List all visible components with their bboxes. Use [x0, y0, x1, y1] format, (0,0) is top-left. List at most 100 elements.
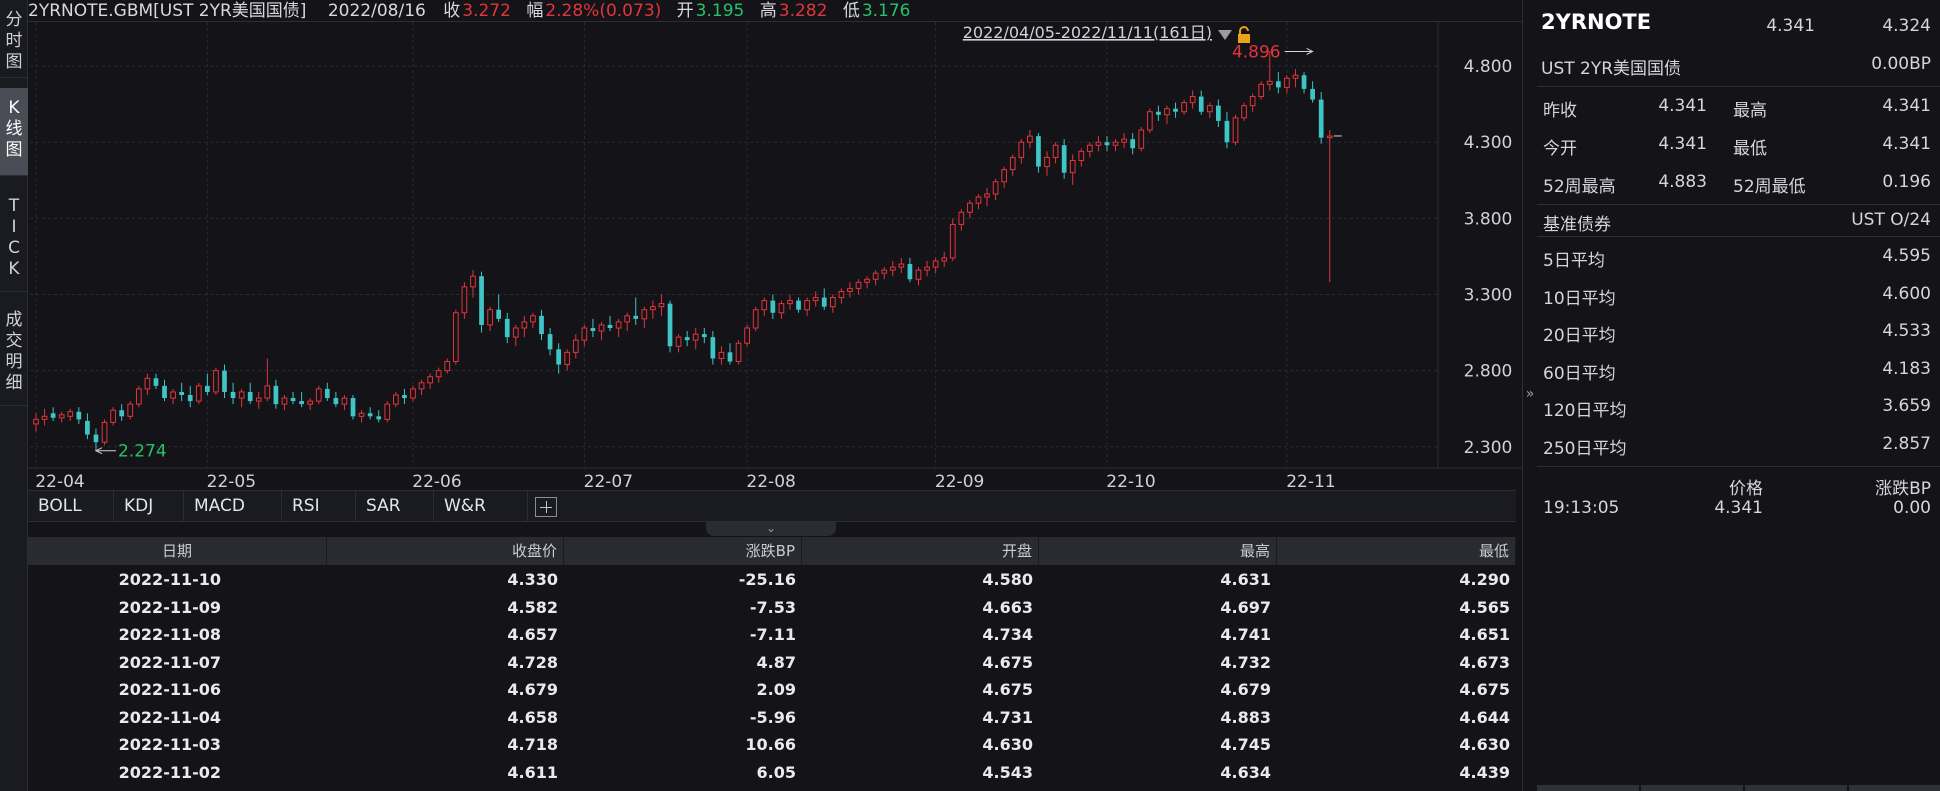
- candles: [33, 50, 1333, 452]
- candle-body: [1216, 105, 1221, 121]
- change-value: 2.28%(0.073): [545, 1, 662, 21]
- tab-trade-detail[interactable]: 成 交 明 细: [0, 306, 28, 406]
- candle-body: [144, 377, 151, 390]
- col-high[interactable]: 最高: [1039, 537, 1277, 565]
- candle-body: [1061, 145, 1067, 173]
- candle-body: [701, 334, 707, 338]
- panel-expand-icon[interactable]: »: [1525, 386, 1535, 402]
- tab-tick[interactable]: T I C K: [0, 192, 28, 292]
- candle-body: [247, 391, 253, 402]
- high-value: 3.282: [778, 1, 828, 21]
- candle-body: [153, 378, 159, 386]
- table-row[interactable]: 2022-11-06 4.679 2.09 4.675 4.679 4.675: [28, 676, 1516, 703]
- tab-macd[interactable]: MACD: [184, 491, 282, 522]
- candle-body: [907, 264, 913, 280]
- candle-body: [290, 398, 296, 402]
- candle-body: [692, 333, 699, 341]
- candle-body: [127, 403, 134, 417]
- col-close[interactable]: 收盘价: [327, 537, 564, 565]
- max-marker-arrow: [1306, 48, 1314, 55]
- table-row[interactable]: 2022-11-09 4.582 -7.53 4.663 4.697 4.565: [28, 594, 1516, 621]
- cell-high: 4.631: [1220, 570, 1271, 589]
- candle-body: [479, 276, 484, 325]
- panel-scroll-segment[interactable]: [1537, 785, 1639, 791]
- candle-body: [787, 300, 793, 305]
- table-row[interactable]: 2022-11-02 4.611 6.05 4.543 4.634 4.439: [28, 759, 1516, 786]
- quote-header: 2YRNOTE.GBM[UST 2YR美国国债] 2022/08/16 收 3.2…: [28, 0, 1522, 22]
- candle-body: [1224, 120, 1230, 143]
- history-table: 日期 收盘价 涨跌BP 开盘 最高 最低 2022-11-10 4.330 -25.…: [28, 537, 1516, 791]
- candle-body: [941, 257, 948, 262]
- add-indicator-icon[interactable]: [535, 497, 557, 517]
- candle-body: [975, 196, 982, 204]
- panel-bp: 0.00BP: [1871, 54, 1931, 74]
- candle-body: [761, 300, 768, 311]
- tab-kline[interactable]: K 线 图: [0, 88, 28, 176]
- candle-body: [572, 339, 579, 353]
- candle-body: [864, 278, 870, 283]
- panel-scroll-segment[interactable]: [1849, 785, 1940, 791]
- panel-scroll-segment[interactable]: [1745, 785, 1847, 791]
- collapse-chevron-icon[interactable]: ⌄: [706, 522, 836, 536]
- cell-low: 4.651: [1459, 625, 1510, 644]
- candle-body: [1173, 108, 1178, 112]
- tab-kdj[interactable]: KDJ: [114, 491, 184, 522]
- average-value: 4.595: [1882, 246, 1931, 266]
- cell-change-bp: -25.16: [738, 570, 796, 589]
- table-row[interactable]: 2022-11-03 4.718 10.66 4.630 4.745 4.630: [28, 731, 1516, 758]
- date-range-label[interactable]: 2022/04/05-2022/11/11(161日): [963, 23, 1212, 42]
- tab-rsi[interactable]: RSI: [282, 491, 356, 522]
- candle-body: [624, 315, 631, 323]
- candle-body: [1086, 144, 1093, 152]
- min-marker-label: 2.274: [118, 442, 167, 462]
- candle-body: [1044, 156, 1050, 168]
- candle-body: [915, 269, 922, 280]
- table-row[interactable]: 2022-11-08 4.657 -7.11 4.734 4.741 4.651: [28, 621, 1516, 648]
- candle-body: [418, 382, 425, 390]
- tab-sar[interactable]: SAR: [356, 491, 434, 522]
- panel-name: UST 2YR美国国债: [1541, 59, 1682, 79]
- candle-body: [718, 351, 725, 359]
- col-change-bp[interactable]: 涨跌BP: [564, 537, 802, 565]
- average-value: 4.183: [1882, 358, 1931, 379]
- tab-boll[interactable]: BOLL: [28, 491, 114, 522]
- panel-divider: [1537, 86, 1940, 87]
- table-row[interactable]: 2022-11-07 4.728 4.87 4.675 4.732 4.673: [28, 649, 1516, 676]
- cell-close: 4.582: [507, 597, 558, 617]
- price-axis-ticks: 4.800 4.300 3.800 3.300 2.800 2.300: [1464, 57, 1513, 458]
- candle-body: [1318, 99, 1324, 138]
- cell-high: 4.883: [1220, 707, 1271, 727]
- col-open[interactable]: 开盘: [802, 537, 1039, 565]
- candle-body: [1095, 141, 1102, 146]
- price-tick-label: 2.300: [1464, 438, 1513, 458]
- lock-icon[interactable]: [1238, 26, 1250, 43]
- cell-close: 4.679: [507, 680, 558, 699]
- table-row[interactable]: 2022-11-04 4.658 -5.96 4.731 4.883 4.644: [28, 704, 1516, 731]
- table-row[interactable]: 2022-11-10 4.330 -25.16 4.580 4.631 4.290: [28, 566, 1516, 593]
- panel-scroll-segment[interactable]: [1641, 785, 1743, 791]
- candle-body: [924, 266, 930, 271]
- cell-change-bp: 6.05: [756, 762, 796, 782]
- col-date[interactable]: 日期: [28, 537, 327, 565]
- candle-body: [744, 327, 750, 344]
- candle-body: [1284, 77, 1290, 88]
- panel-price-secondary: 4.324: [1882, 16, 1931, 36]
- candle-body: [273, 385, 279, 405]
- tab-wr[interactable]: W&R: [434, 491, 528, 522]
- candle-body: [1326, 135, 1333, 139]
- candle-body: [1189, 96, 1196, 104]
- candle-body: [402, 394, 407, 399]
- cell-close: 4.718: [507, 735, 558, 754]
- cell-change-bp: 2.09: [756, 680, 796, 699]
- stat-value: 4.341: [1882, 134, 1931, 154]
- candle-body: [1156, 111, 1161, 115]
- candle-body: [1036, 136, 1041, 167]
- col-low[interactable]: 最低: [1277, 537, 1516, 565]
- candle-body: [607, 324, 613, 328]
- cell-change-bp: -7.11: [749, 625, 796, 644]
- range-dropdown-icon[interactable]: [1218, 30, 1232, 40]
- tick-time: 19:13:05: [1543, 498, 1620, 518]
- cell-change-bp: 4.87: [756, 652, 796, 672]
- tab-timeshare[interactable]: 分 时 图: [0, 6, 28, 78]
